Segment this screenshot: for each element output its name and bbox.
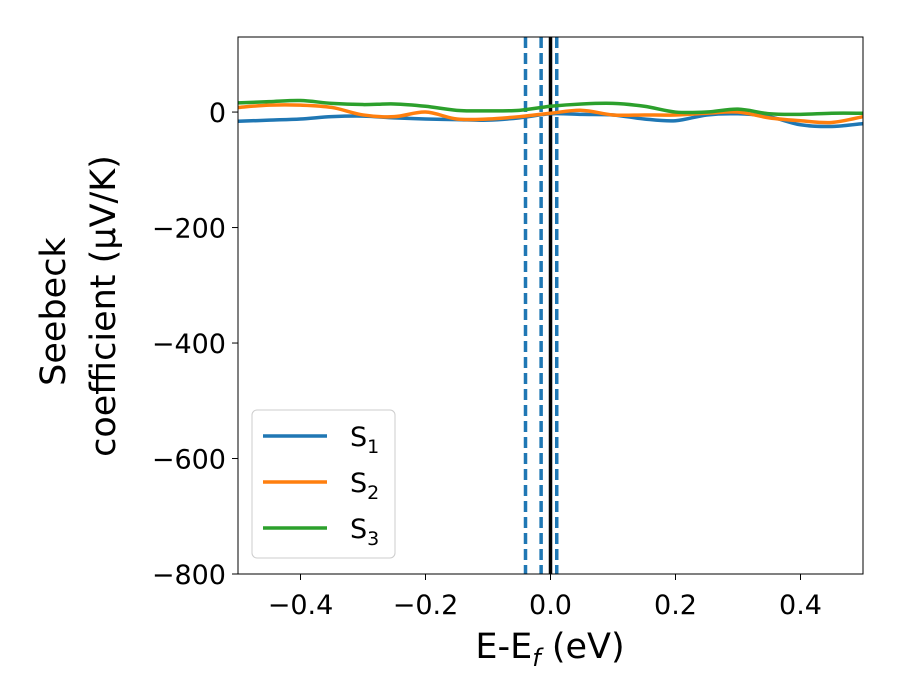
legend-label-3: S3 — [350, 514, 379, 550]
y-axis-title: Seebeck coefficient (μV/K) — [34, 155, 124, 457]
x-axis-title-unit: (eV) — [541, 627, 625, 667]
y-tick-label: 0 — [209, 98, 226, 129]
y-axis-title-line1: Seebeck — [34, 237, 74, 386]
legend-entries: S1 S2 S3 — [263, 422, 379, 550]
series-line-3 — [237, 98, 864, 117]
y-axis-ticks: 0 −200 −400 −600 −800 — [152, 98, 238, 591]
y-tick-label: −400 — [152, 329, 226, 360]
x-tick-label: 0.4 — [779, 590, 822, 621]
legend-box — [251, 409, 396, 559]
x-tick-label: 0.0 — [529, 590, 572, 621]
x-axis-ticks: −0.4 −0.2 0.0 0.2 0.4 — [268, 574, 822, 621]
x-axis-title-main: E-E — [475, 627, 532, 667]
y-tick-label: −200 — [152, 214, 226, 245]
x-axis-title: E-Ef (eV) — [475, 627, 624, 672]
x-tick-label: −0.4 — [268, 590, 334, 621]
x-tick-label: 0.2 — [654, 590, 697, 621]
x-tick-label: −0.2 — [393, 590, 459, 621]
series-line-2 — [237, 103, 864, 125]
y-tick-label: −600 — [152, 445, 226, 476]
legend: S1 S2 S3 — [251, 409, 396, 559]
legend-label-2: S2 — [350, 468, 379, 504]
y-tick-label: −800 — [152, 560, 226, 591]
series-lines — [237, 98, 864, 129]
vertical-lines — [523, 37, 559, 574]
legend-label-1: S1 — [350, 422, 379, 458]
y-axis-title-line2: coefficient (μV/K) — [84, 155, 124, 457]
